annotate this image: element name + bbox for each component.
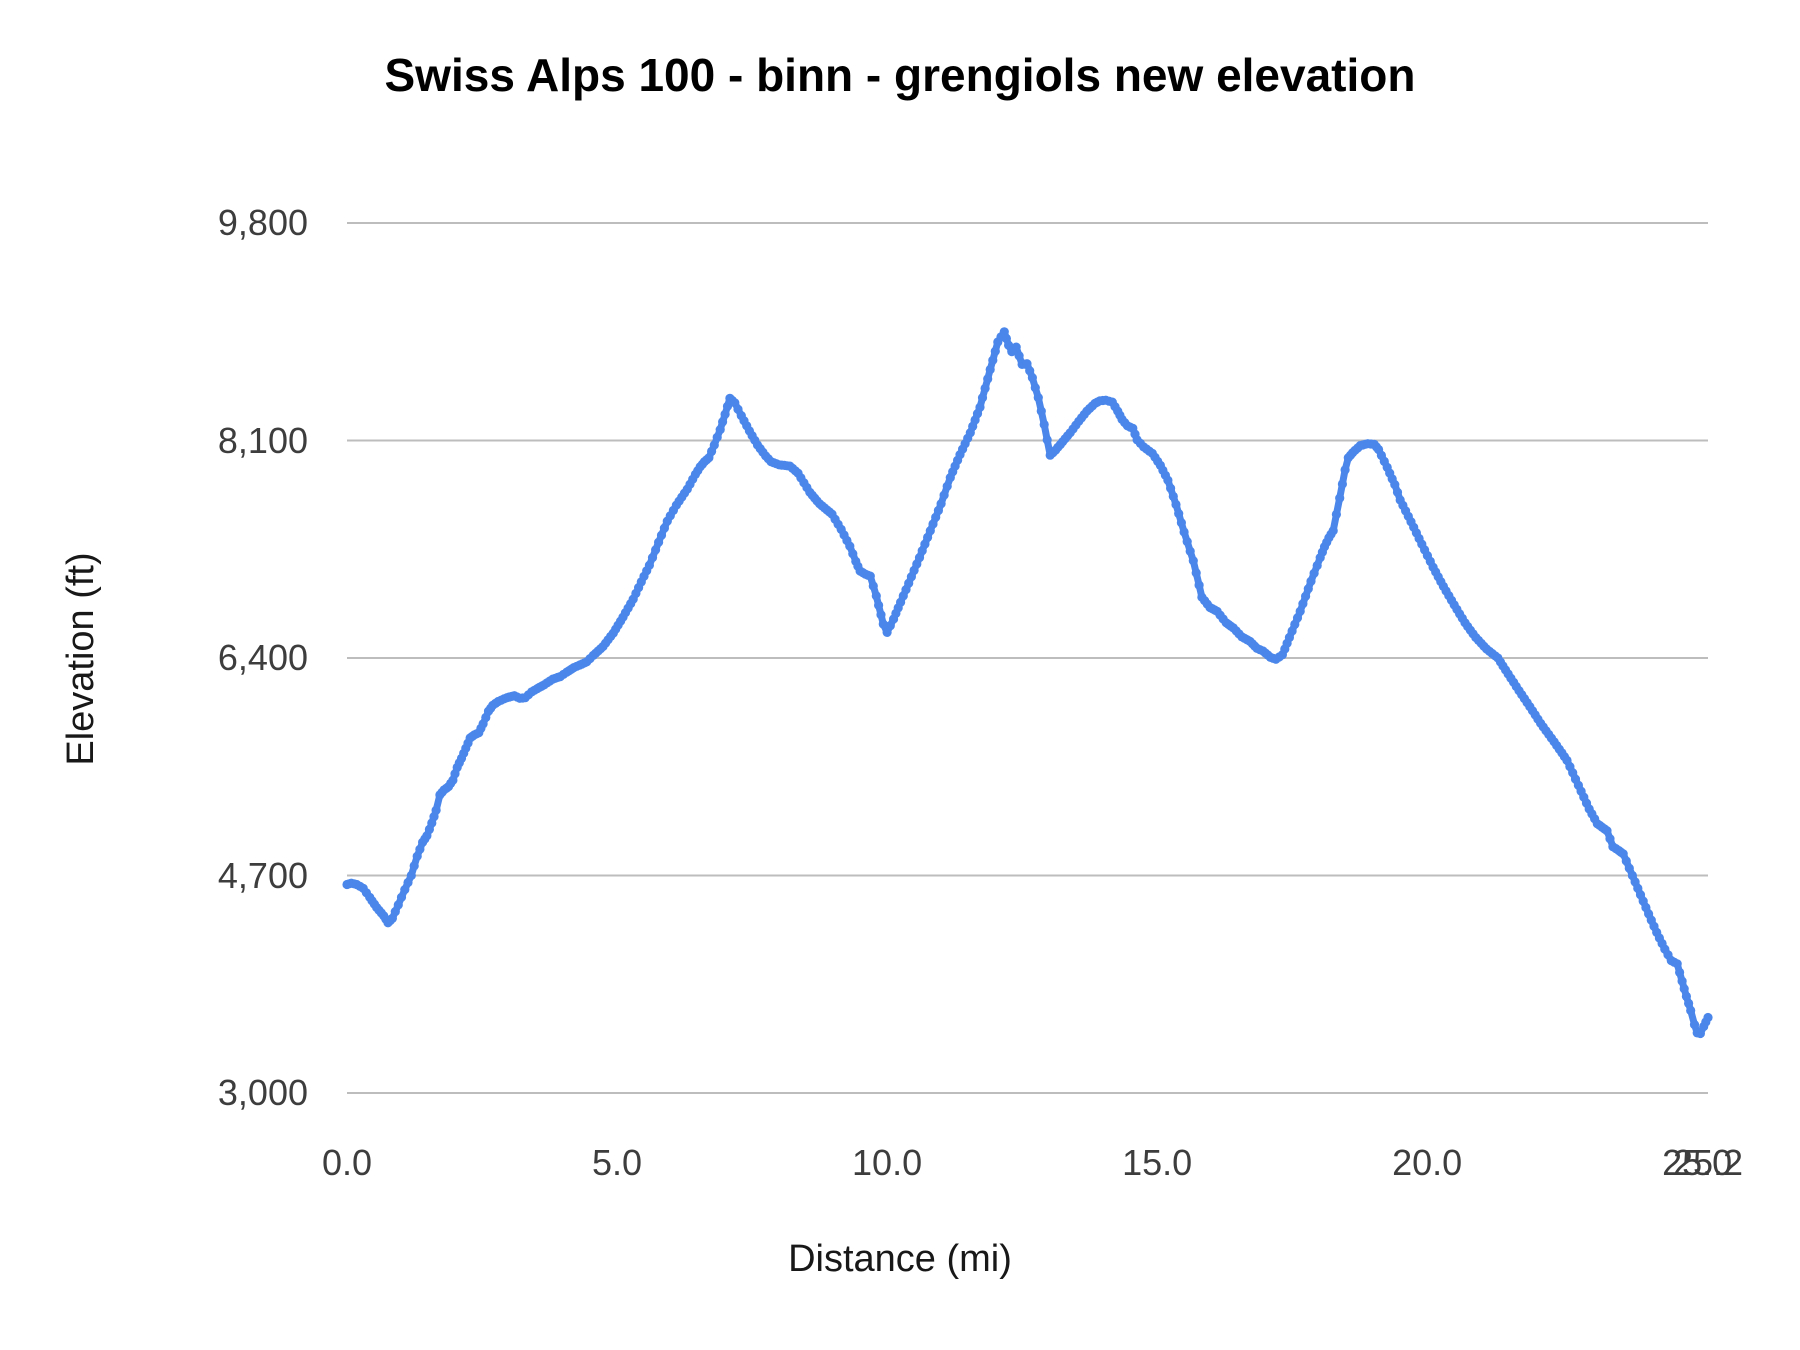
x-tick-label: 15.0 — [1122, 1142, 1193, 1183]
x-tick-label: 25.2 — [1672, 1142, 1744, 1183]
y-tick-label: 9,800 — [217, 202, 308, 243]
y-tick-label: 4,700 — [217, 854, 308, 896]
chart-title: Swiss Alps 100 - binn - grengiols new el… — [384, 49, 1416, 101]
x-tick-label: 10.0 — [852, 1142, 923, 1183]
y-tick-label: 3,000 — [217, 1072, 308, 1113]
x-tick-label: 20.0 — [1392, 1142, 1463, 1183]
y-tick-label: 8,100 — [217, 419, 308, 461]
x-tick-label: 0.0 — [321, 1142, 373, 1183]
elevation-points — [342, 327, 1713, 1039]
y-tick-label: 6,400 — [217, 637, 308, 678]
x-tick-label: 5.0 — [592, 1142, 643, 1183]
x-tick-label: 25.0 — [1662, 1142, 1733, 1183]
x-axis-title: Distance (mi) — [788, 1238, 1012, 1280]
